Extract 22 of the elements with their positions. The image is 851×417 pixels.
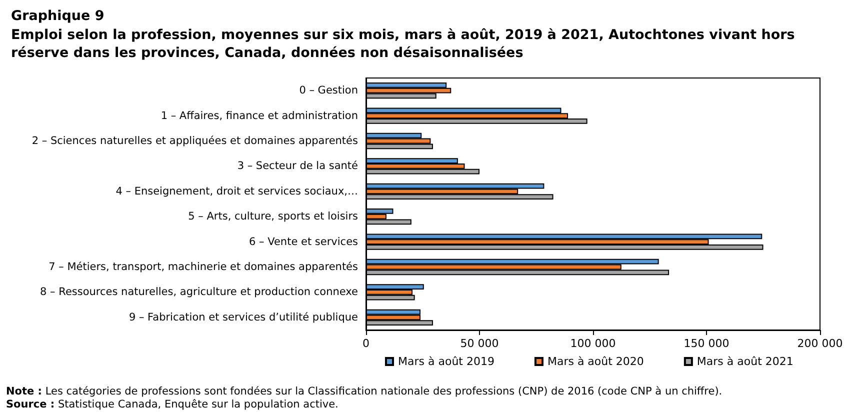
y-tick-label: 8 – Ressources naturelles, agriculture et production connexe (40, 286, 358, 298)
y-tick-label: 4 – Enseignement, droit et services sociaux,… (116, 185, 358, 198)
x-tick-label: 200 000 (797, 337, 843, 350)
legend-label: Mars à août 2020 (547, 355, 644, 368)
text: Note : Les catégories de professions sont fondées sur la Classification nationale des professions (CNP) de 2016 (code CNP à un chiffre). (6, 386, 722, 398)
legend-label: Mars à août 2021 (696, 355, 794, 368)
x-tick-label: 0 (362, 337, 370, 350)
y-tick-label: 3 – Secteur de la santé (237, 160, 358, 172)
text: Graphique 9 (11, 8, 104, 24)
x-tick-label: 50 000 (460, 337, 499, 350)
x-tick-label: 100 000 (570, 337, 616, 350)
legend-label: Mars à août 2019 (398, 355, 494, 368)
y-tick-label: 2 – Sciences naturelles et appliquées et domaines apparentés (32, 135, 358, 147)
y-tick-label: 1 – Affaires, finance et administration (160, 110, 358, 122)
y-tick-label: 6 – Vente et services (249, 236, 358, 248)
y-tick-label: 5 – Arts, culture, sports et loisirs (188, 210, 358, 223)
x-tick-label: 150 000 (684, 337, 730, 350)
chart-subtitle: Emploi selon la profession, moyennes sur six mois, mars à août, 2019 à 2021, Autochtones vivant hors réserve dans les provinces, Canada, données non désaisonnalisées (11, 27, 800, 61)
source-note: Source : Statistique Canada, Enquête sur la population active. (6, 398, 338, 410)
y-tick-label: 7 – Métiers, transport, machinerie et domaines apparentés (48, 261, 358, 273)
y-tick-label: 0 – Gestion (299, 84, 358, 97)
y-tick-label: 9 – Fabrication et services d’utilité publique (128, 311, 358, 324)
